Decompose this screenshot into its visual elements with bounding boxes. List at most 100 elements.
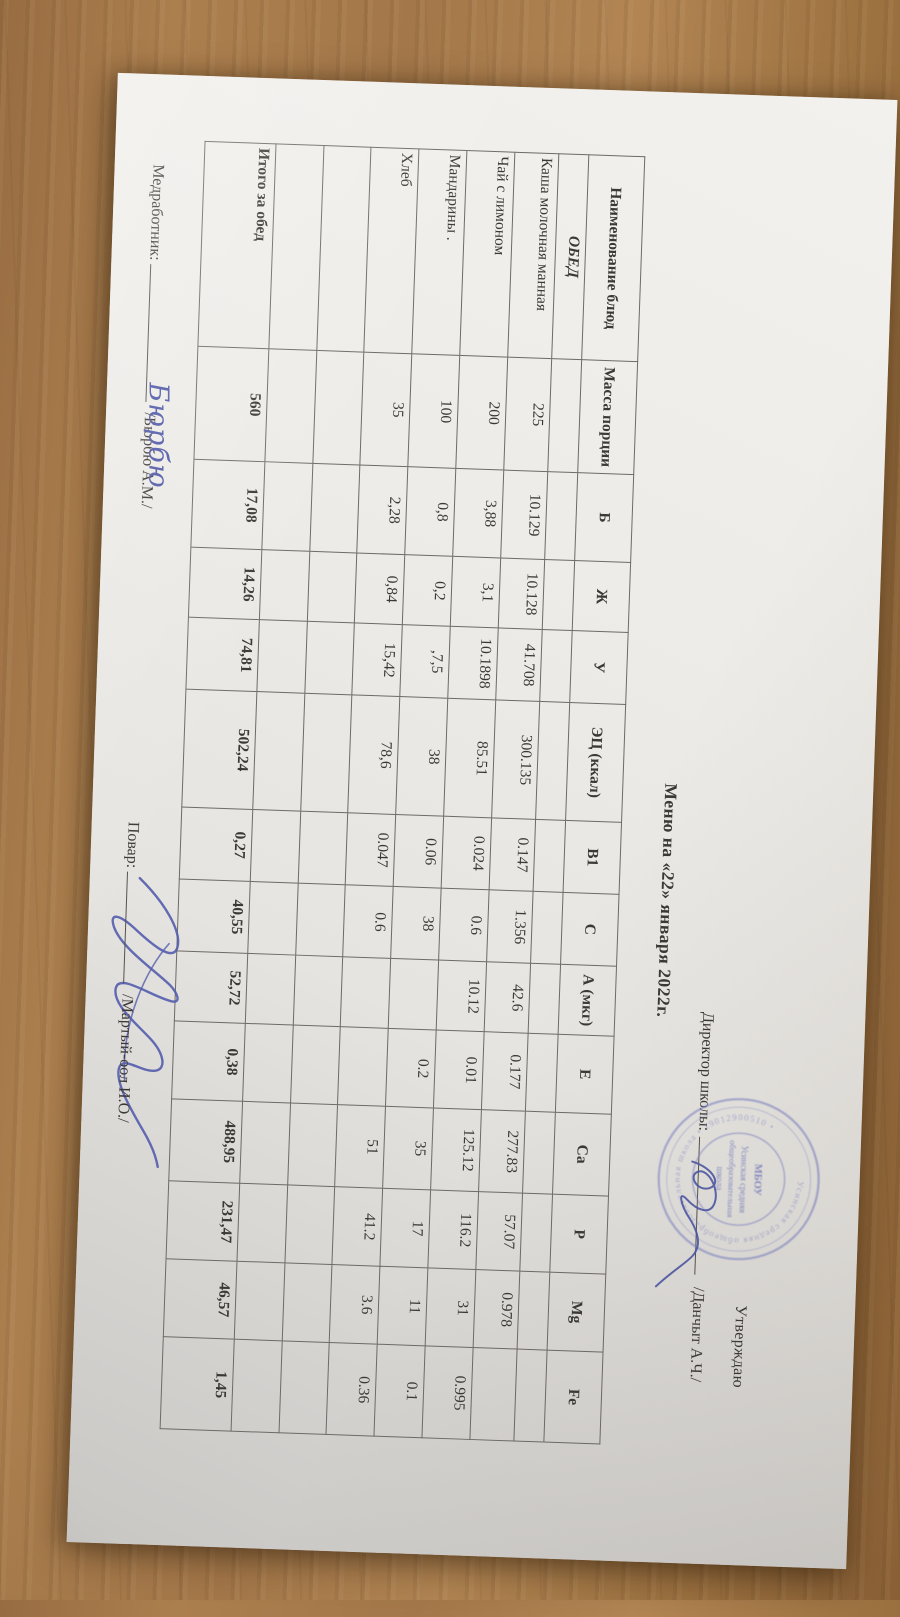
value-cell [298, 811, 348, 885]
value-cell [279, 1340, 330, 1435]
dish-name-cell [316, 145, 371, 353]
header-cell: В1 [563, 820, 622, 895]
dish-name-cell: Хлеб [363, 147, 419, 354]
value-cell [547, 358, 582, 473]
value-cell: 200 [455, 355, 508, 471]
value-cell [517, 1271, 550, 1351]
value-cell [388, 958, 439, 1031]
header-cell: Fe [543, 1350, 604, 1444]
value-cell: 51 [334, 1104, 386, 1189]
value-cell [234, 1261, 285, 1341]
value-cell [252, 691, 305, 812]
svg-text:общеобразовательная: общеобразовательная [725, 1140, 737, 1218]
value-cell: 78,6 [347, 694, 400, 815]
value-cell: 0.995 [421, 1345, 474, 1440]
value-cell [469, 1347, 518, 1441]
value-cell [247, 881, 299, 956]
value-cell [542, 559, 575, 631]
dish-name-cell: Итого за обед [197, 141, 277, 349]
medworker-line: Медработник: /Бюрбю А.М./ Бюрбю [137, 164, 174, 509]
value-cell: ,7,5 [399, 624, 451, 699]
svg-text:МБОУ: МБОУ [751, 1164, 763, 1197]
value-cell [264, 348, 317, 464]
value-cell: 10.12 [436, 960, 487, 1032]
value-cell: 0,2 [402, 554, 453, 627]
value-cell: 0.6 [438, 888, 490, 962]
value-cell: 1,45 [160, 1336, 235, 1432]
value-cell: 3,88 [452, 468, 504, 558]
dish-name-cell [268, 143, 324, 351]
value-cell: 0.01 [433, 1030, 485, 1110]
value-cell [533, 819, 566, 893]
value-cell: 0.177 [481, 1031, 529, 1112]
header-cell: ЭЦ (ккал) [565, 702, 626, 823]
header-cell: Ж [572, 560, 631, 633]
value-cell: 38 [395, 696, 448, 817]
value-cell [284, 1184, 335, 1265]
value-cell: 0.024 [441, 816, 492, 890]
value-cell: 0,8 [404, 466, 456, 557]
stamp-center-text: МБОУ Усинская средняя общеобразовательна… [714, 1140, 763, 1218]
value-cell: 14,26 [188, 547, 262, 620]
value-cell [528, 963, 561, 1035]
svg-text:Усинская средняя: Усинская средняя [737, 1145, 749, 1213]
value-cell: 231,47 [166, 1180, 240, 1262]
value-cell: 41.2 [331, 1186, 383, 1267]
value-cell [307, 551, 357, 623]
value-cell [312, 350, 364, 466]
value-cell [290, 1025, 341, 1105]
table-body: ОБЕД Каша молочная манная 225 10.129 10.128 4… [160, 141, 589, 1443]
value-cell: 502,24 [181, 689, 257, 810]
value-cell: 42.6 [484, 961, 531, 1034]
value-cell: 10.128 [498, 557, 545, 630]
cook-name: /Мартый-оол И.О./ [114, 993, 136, 1123]
value-cell: 11 [377, 1266, 428, 1346]
value-cell: 225 [503, 357, 552, 472]
menu-document: Утверждаю Директор школы: /Данчыт А.Ч./ … [77, 99, 874, 1544]
value-cell: 560 [193, 346, 269, 462]
value-cell [250, 809, 301, 884]
value-cell [530, 891, 564, 965]
value-cell [236, 1183, 288, 1263]
cook-line: Повар: /Мартый-оол И.О./ [113, 821, 141, 1123]
value-cell [300, 693, 352, 813]
value-cell: 10.129 [500, 470, 548, 560]
value-cell: 100 [407, 353, 460, 469]
value-cell [309, 463, 360, 553]
value-cell: 15,42 [351, 622, 403, 697]
value-cell: 17,08 [190, 459, 265, 550]
value-cell: 0.147 [489, 817, 536, 892]
header-cell: Са [552, 1112, 612, 1197]
value-cell [245, 953, 296, 1026]
value-cell [282, 1262, 332, 1343]
value-cell: 0.978 [473, 1269, 520, 1350]
value-cell [337, 1026, 389, 1107]
director-signature [654, 1160, 717, 1288]
value-cell [539, 629, 573, 703]
value-cell [535, 701, 570, 821]
value-cell: 125.12 [430, 1107, 482, 1192]
paper-sheet: Утверждаю Директор школы: /Данчыт А.Ч./ … [66, 72, 898, 1570]
header-cell: Масса порции [577, 359, 638, 475]
value-cell [525, 1033, 559, 1113]
value-cell: 85.51 [443, 698, 496, 818]
value-cell: 0.047 [345, 812, 396, 887]
value-cell: 2,28 [356, 465, 408, 555]
value-cell: 277.83 [478, 1109, 526, 1194]
value-cell [231, 1339, 283, 1433]
header-cell: Mg [547, 1272, 606, 1353]
value-cell: 1.356 [486, 889, 534, 964]
value-cell [287, 1102, 338, 1187]
menu-table: Наименование блюд Масса порции Б Ж У ЭЦ (ккал… [160, 141, 646, 1445]
value-cell [239, 1101, 291, 1185]
value-cell: 0.6 [342, 884, 394, 959]
cook-signature-line [123, 872, 140, 985]
value-cell: 10.1898 [447, 626, 499, 700]
header-cell: Р [549, 1194, 609, 1275]
header-cell: У [569, 630, 629, 705]
header-cell: С [560, 892, 620, 967]
cook-signature [111, 876, 180, 1169]
value-cell: 35 [382, 1106, 434, 1190]
value-cell: 41.708 [495, 627, 543, 702]
value-cell [242, 1023, 294, 1103]
